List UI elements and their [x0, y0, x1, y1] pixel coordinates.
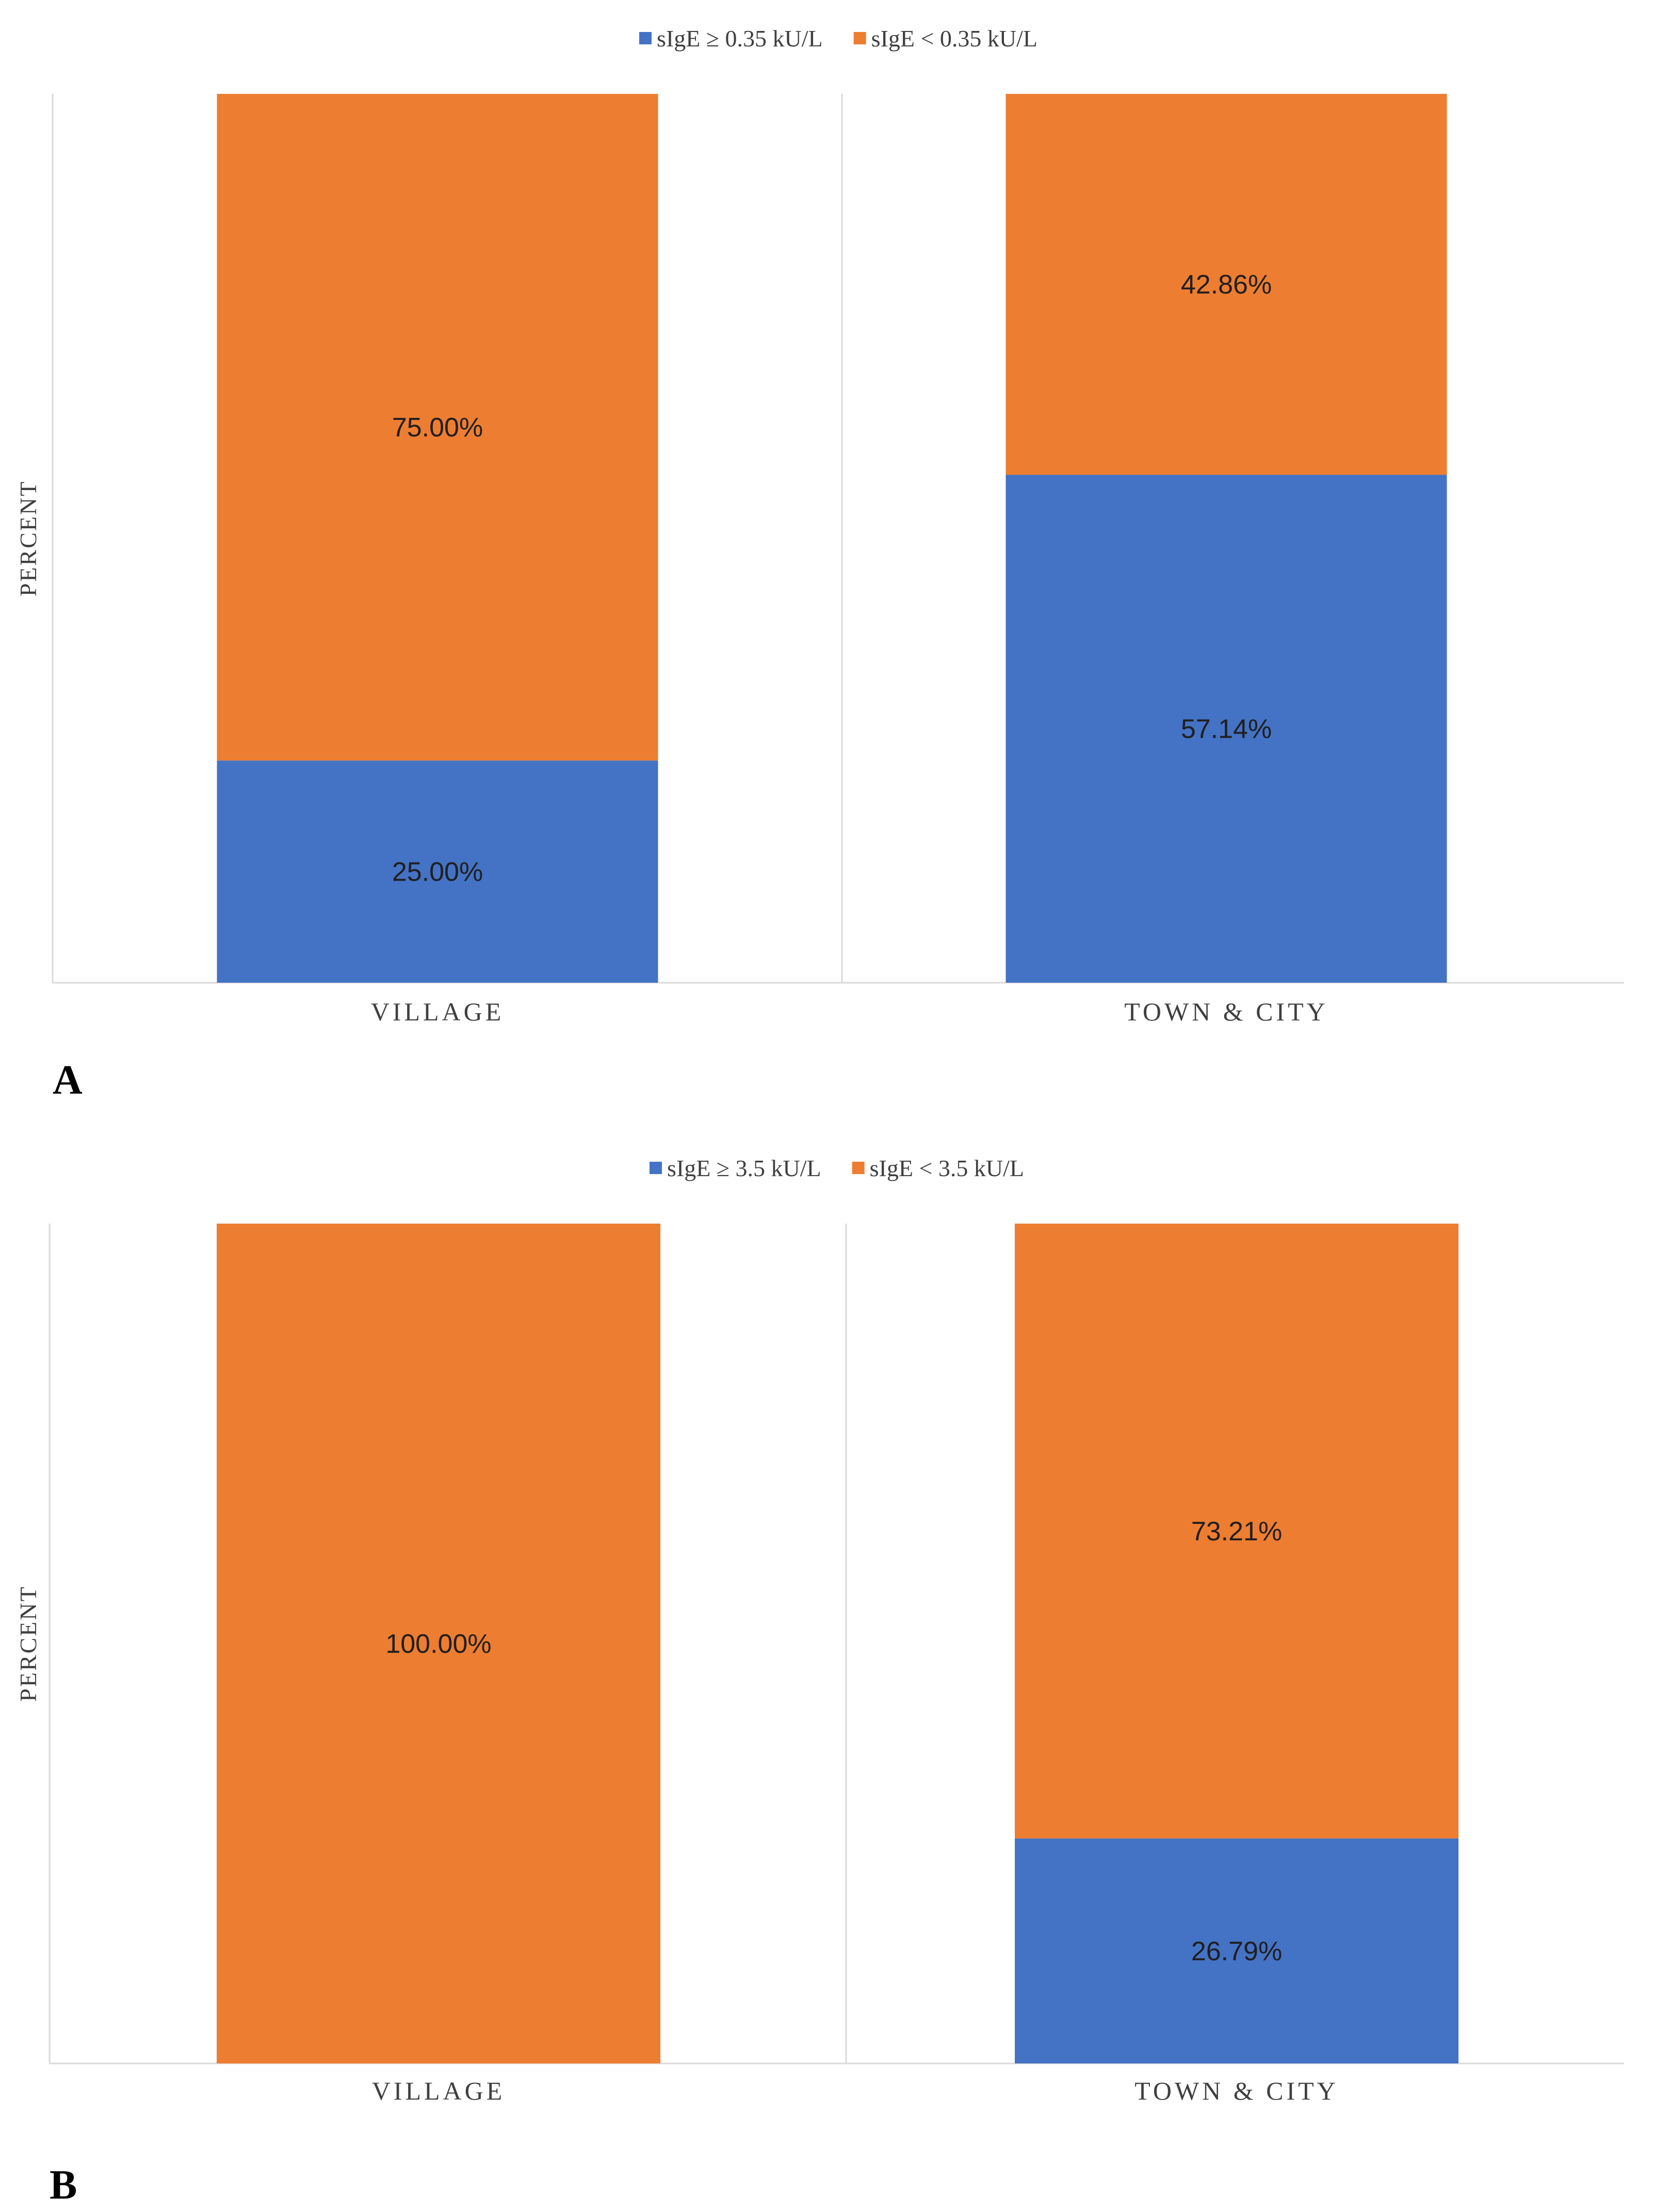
chart-panel-a: sIgE ≥ 0.35 kU/L sIgE < 0.35 kU/L PERCENT 2…	[15, 25, 1624, 1103]
bar-negative-village	[217, 94, 658, 761]
legend-entry-1: sIgE ≥ 3.5 kU/L	[667, 1155, 821, 1181]
x-tick-label-town-city: TOWN & CITY	[1134, 2076, 1339, 2105]
data-label-positive-town-city: 57.14%	[1181, 714, 1272, 744]
data-label-negative-village: 75.00%	[392, 413, 483, 443]
bar-positive-town-city	[1006, 475, 1447, 983]
legend-swatch-2	[852, 1162, 865, 1174]
data-label-negative-town-city: 42.86%	[1181, 270, 1272, 300]
chart-panel-b: sIgE ≥ 3.5 kU/L sIgE < 3.5 kU/L PERCENT 100…	[15, 1155, 1624, 2208]
legend-entry-2: sIgE < 3.5 kU/L	[870, 1155, 1024, 1181]
legend-swatch-1	[639, 32, 652, 44]
bar-negative-village	[217, 1224, 660, 2063]
data-label-negative-village: 100.00%	[385, 1629, 491, 1659]
legend-entry-1: sIgE ≥ 0.35 kU/L	[657, 25, 823, 52]
panel-label: A	[53, 1058, 83, 1103]
y-axis-label: PERCENT	[15, 480, 41, 596]
legend-entry-2: sIgE < 0.35 kU/L	[871, 25, 1037, 52]
legend-swatch-1	[649, 1162, 662, 1174]
data-label-negative-town-city: 73.21%	[1191, 1517, 1282, 1547]
data-label-positive-village: 25.00%	[392, 857, 483, 887]
legend-swatch-2	[853, 32, 866, 44]
data-label-positive-town-city: 26.79%	[1191, 1937, 1282, 1966]
x-tick-label-town-city: TOWN & CITY	[1124, 997, 1328, 1026]
x-tick-label-village: VILLAGE	[372, 2076, 506, 2105]
bar-negative-town-city	[1015, 1224, 1458, 1839]
legend: sIgE ≥ 3.5 kU/L sIgE < 3.5 kU/L	[649, 1155, 1024, 1181]
x-tick-label-village: VILLAGE	[371, 997, 505, 1026]
panel-label: B	[50, 2162, 77, 2208]
bar-positive-village	[217, 760, 658, 983]
legend: sIgE ≥ 0.35 kU/L sIgE < 0.35 kU/L	[639, 25, 1037, 52]
bar-positive-town-city	[1015, 1838, 1458, 2063]
y-axis-label: PERCENT	[15, 1585, 41, 1701]
bar-negative-town-city	[1006, 94, 1447, 475]
